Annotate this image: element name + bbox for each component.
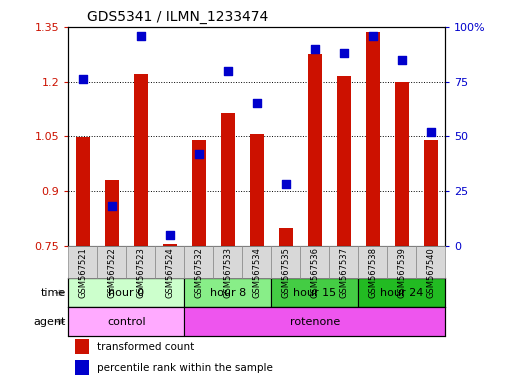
Point xyxy=(339,50,347,56)
Bar xyxy=(68,246,97,278)
Point xyxy=(194,151,203,157)
Bar xyxy=(386,246,416,278)
Bar xyxy=(133,74,148,246)
Point xyxy=(310,46,318,52)
Bar xyxy=(97,246,126,278)
Bar xyxy=(307,54,321,246)
Text: GSM567523: GSM567523 xyxy=(136,247,145,298)
Bar xyxy=(416,246,444,278)
Text: GSM567536: GSM567536 xyxy=(310,247,319,298)
Bar xyxy=(68,278,184,307)
Bar xyxy=(242,246,271,278)
Text: GSM567538: GSM567538 xyxy=(368,247,377,298)
Bar xyxy=(184,278,271,307)
Text: GDS5341 / ILMN_1233474: GDS5341 / ILMN_1233474 xyxy=(87,10,268,25)
Bar xyxy=(75,137,90,246)
Bar xyxy=(365,32,379,246)
Bar xyxy=(249,134,264,246)
Text: GSM567533: GSM567533 xyxy=(223,247,232,298)
Bar xyxy=(191,140,206,246)
Point xyxy=(136,33,144,39)
Point xyxy=(426,129,434,135)
Text: GSM567532: GSM567532 xyxy=(194,247,203,298)
Point xyxy=(252,101,261,107)
Bar xyxy=(105,180,119,246)
Bar xyxy=(213,246,242,278)
Text: GSM567539: GSM567539 xyxy=(396,247,406,298)
Text: hour 15: hour 15 xyxy=(293,288,336,298)
Bar xyxy=(358,246,386,278)
Bar xyxy=(394,82,408,246)
Text: control: control xyxy=(107,316,145,327)
Bar xyxy=(68,307,184,336)
Bar xyxy=(162,244,177,246)
Text: hour 0: hour 0 xyxy=(108,288,144,298)
Point xyxy=(223,68,231,74)
Bar xyxy=(220,113,235,246)
Text: time: time xyxy=(40,288,66,298)
Text: GSM567534: GSM567534 xyxy=(252,247,261,298)
Text: GSM567535: GSM567535 xyxy=(281,247,290,298)
Bar xyxy=(126,246,155,278)
Text: GSM567537: GSM567537 xyxy=(339,247,347,298)
Bar xyxy=(336,76,350,246)
Text: hour 8: hour 8 xyxy=(209,288,245,298)
Point xyxy=(368,33,376,39)
Point xyxy=(79,76,87,83)
Bar xyxy=(278,228,292,246)
Text: rotenone: rotenone xyxy=(289,316,339,327)
Bar xyxy=(184,246,213,278)
Text: transformed count: transformed count xyxy=(97,342,194,352)
Point xyxy=(166,232,174,238)
Point xyxy=(281,181,289,187)
Bar xyxy=(75,339,89,354)
Text: GSM567522: GSM567522 xyxy=(107,247,116,298)
Point xyxy=(108,203,116,209)
Bar xyxy=(271,246,299,278)
Point xyxy=(397,56,405,63)
Text: GSM567524: GSM567524 xyxy=(165,247,174,298)
Text: agent: agent xyxy=(33,316,66,327)
Text: percentile rank within the sample: percentile rank within the sample xyxy=(97,362,273,372)
Bar xyxy=(299,246,329,278)
Text: hour 24: hour 24 xyxy=(379,288,423,298)
Bar xyxy=(155,246,184,278)
Text: GSM567540: GSM567540 xyxy=(425,247,434,298)
Bar xyxy=(329,246,358,278)
Bar xyxy=(75,360,89,375)
Text: GSM567521: GSM567521 xyxy=(78,247,87,298)
Bar xyxy=(423,140,437,246)
Bar xyxy=(184,307,444,336)
Bar xyxy=(358,278,444,307)
Bar xyxy=(271,278,358,307)
